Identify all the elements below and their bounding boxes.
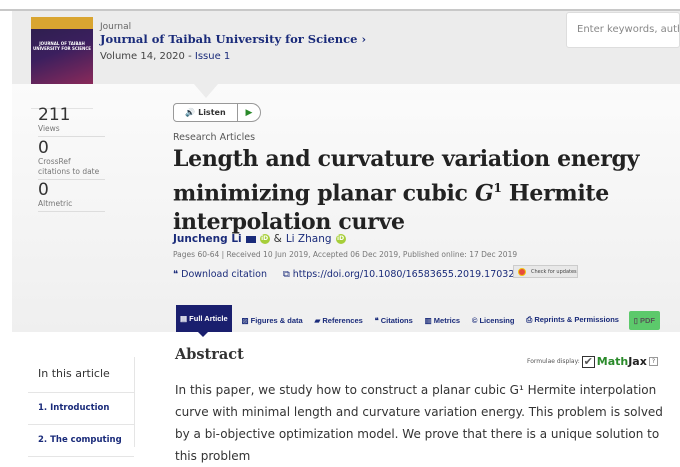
metric-altmetric: 0 Altmetric bbox=[38, 181, 105, 212]
check-for-updates-button[interactable]: Check for updates bbox=[513, 265, 578, 278]
volume-text: Volume 14, 2020 - bbox=[100, 51, 195, 62]
mathjax-logo: MathJax bbox=[597, 355, 647, 368]
tab-citations[interactable]: ❝ Citations bbox=[374, 315, 413, 325]
article-type: Research Articles bbox=[173, 132, 256, 143]
article-toc: In this article 1. Introduction 2. The c… bbox=[28, 357, 135, 457]
metric-views: 211 Views bbox=[38, 106, 105, 137]
play-icon[interactable]: ▶ bbox=[245, 107, 253, 118]
tab-references[interactable]: ▰ References bbox=[314, 315, 363, 325]
article-title: Length and curvature variation energy mi… bbox=[173, 145, 643, 237]
toc-item[interactable]: 1. Introduction bbox=[28, 393, 134, 425]
divider bbox=[31, 108, 93, 109]
title-text: Length and curvature variation energy mi… bbox=[173, 146, 640, 207]
metric-value: 0 bbox=[38, 180, 49, 200]
crossmark-icon bbox=[518, 268, 526, 276]
article-hero bbox=[12, 84, 680, 332]
title-sup: 1 bbox=[493, 181, 502, 195]
publication-dates: Pages 60-64 | Received 10 Jun 2019, Acce… bbox=[173, 250, 518, 259]
tab-full-article[interactable]: ▤ Full Article bbox=[176, 305, 232, 337]
metric-crossref: 0 CrossRef citations to date bbox=[38, 139, 105, 180]
check-label: Check for updates bbox=[531, 269, 577, 275]
abstract-text: In this paper, we study how to construct… bbox=[175, 383, 663, 463]
help-icon[interactable]: ? bbox=[648, 357, 659, 366]
journal-cover[interactable]: JOURNAL OF TAIBAH UNIVERSITY FOR SCIENCE bbox=[31, 17, 93, 84]
top-divider bbox=[0, 9, 680, 11]
pdf-button[interactable]: ▯ PDF bbox=[628, 310, 660, 330]
journal-label: Journal bbox=[100, 22, 132, 32]
title-math: G bbox=[475, 180, 494, 207]
article-links: ❝ Download citation ⧉ https://doi.org/10.… bbox=[173, 269, 527, 280]
metric-label: Altmetric bbox=[38, 199, 73, 208]
tab-licensing[interactable]: © Licensing bbox=[471, 315, 515, 325]
author-separator: & bbox=[273, 233, 282, 245]
metric-value: 0 bbox=[38, 138, 49, 158]
title-text: Hermite interpolation curve bbox=[173, 180, 609, 236]
volume-info: Volume 14, 2020 - Issue 1 bbox=[100, 51, 230, 62]
listen-label[interactable]: 🔊 Listen bbox=[174, 104, 238, 121]
header-pointer bbox=[194, 84, 218, 98]
toc-heading: In this article bbox=[28, 357, 134, 393]
abstract-heading: Abstract bbox=[175, 346, 244, 363]
mathjax-checkbox[interactable]: ✔ bbox=[581, 354, 595, 368]
authors: Juncheng Li iD & Li Zhang iD bbox=[173, 233, 346, 245]
formulae-display: Formulae display: ✔ MathJax? bbox=[527, 354, 659, 368]
author-link[interactable]: Juncheng Li bbox=[173, 233, 242, 245]
mathjax-logo-a: Math bbox=[596, 355, 629, 368]
orcid-icon[interactable]: iD bbox=[259, 234, 270, 244]
email-icon[interactable] bbox=[245, 235, 256, 243]
metric-label: Views bbox=[38, 124, 60, 133]
issue-link[interactable]: Issue 1 bbox=[194, 51, 231, 62]
orcid-icon[interactable]: iD bbox=[335, 234, 346, 244]
download-citation-link[interactable]: ❝ Download citation bbox=[173, 269, 267, 280]
author-link[interactable]: Li Zhang bbox=[285, 233, 332, 245]
toc-item[interactable]: 2. The computing bbox=[28, 425, 134, 457]
metric-label: CrossRef citations to date bbox=[38, 157, 100, 176]
tab-reprints[interactable]: ⎙ Reprints & Permissions bbox=[526, 315, 619, 324]
metric-value: 211 bbox=[38, 105, 71, 125]
journal-title-link[interactable]: Journal of Taibah University for Science… bbox=[100, 32, 367, 46]
search-input[interactable]: Enter keywords, authors bbox=[566, 12, 680, 48]
tab-metrics[interactable]: ▥ Metrics bbox=[424, 315, 461, 325]
listen-button[interactable]: 🔊 Listen ▶ bbox=[173, 103, 261, 122]
tab-figures[interactable]: ▨ Figures & data bbox=[241, 315, 303, 325]
formulae-label: Formulae display: bbox=[527, 358, 580, 365]
article-tabs: ▤ Full Article ▨ Figures & data ▰ Refere… bbox=[176, 305, 660, 337]
doi-link[interactable]: ⧉ https://doi.org/10.1080/16583655.2019.… bbox=[282, 269, 527, 280]
mathjax-logo-b: Jax bbox=[628, 355, 647, 368]
